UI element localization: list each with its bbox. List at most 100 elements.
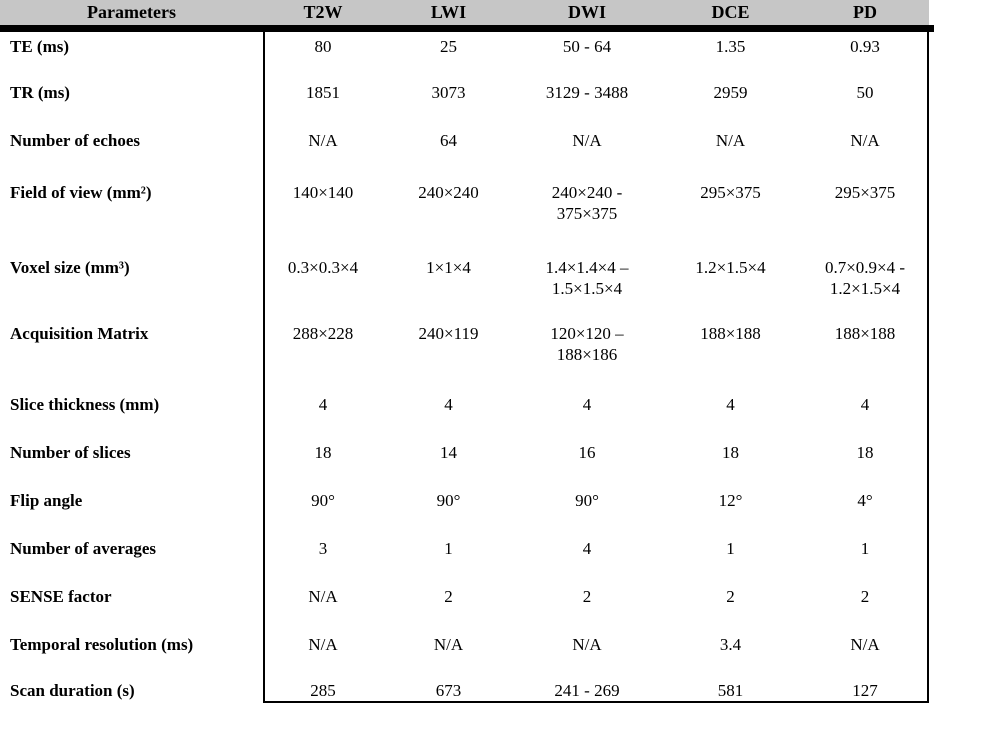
table-row-number-of-echoes: Number of echoes N/A 64 N/A N/A N/A	[0, 126, 929, 174]
table-cell: 140×140	[292, 183, 354, 202]
table-cell: 188×188	[700, 324, 761, 343]
table-cell: N/A	[715, 131, 746, 150]
table-cell: 240×240	[418, 183, 479, 202]
row-label: Flip angle	[10, 491, 83, 510]
table-cell: 285	[310, 681, 336, 700]
table-cell: 241 - 269	[554, 681, 620, 700]
table-cell: 240×119	[418, 324, 479, 343]
table-cell: 18	[722, 443, 739, 462]
table-cell: 1.35	[715, 37, 746, 56]
table-cell: 0.7×0.9×4 - 1.2×1.5×4	[824, 258, 906, 298]
table-cell: 25	[440, 37, 457, 56]
table-cell: 16	[578, 443, 596, 462]
table-cell: N/A	[308, 587, 338, 606]
table-row-scan-duration: Scan duration (s) 285 673 241 - 269 581 …	[0, 678, 929, 703]
table-cell: 2	[582, 587, 592, 606]
table-cell: N/A	[850, 131, 880, 150]
row-label: Temporal resolution (ms)	[10, 635, 194, 654]
table-cell: 0.93	[850, 37, 880, 56]
table-cell: 2	[726, 587, 735, 606]
row-label: TE (ms)	[10, 37, 70, 56]
table-cell: 3	[318, 539, 328, 558]
table-cell: 1.2×1.5×4	[695, 258, 766, 277]
table-cell: 240×240 - 375×375	[551, 183, 623, 223]
table-cell: N/A	[850, 635, 880, 654]
table-cell: 1	[726, 539, 735, 558]
table-body: TE (ms) 80 25 50 - 64 1.35 0.93 TR (ms) …	[0, 32, 929, 703]
table-cell: 2	[444, 587, 453, 606]
mri-parameters-table: Parameters T2W LWI DWI DCE PD TE (ms) 80…	[0, 0, 934, 703]
table-header-row: Parameters T2W LWI DWI DCE PD	[0, 0, 929, 25]
table-cell: 80	[314, 37, 332, 56]
row-label: Acquisition Matrix	[10, 324, 149, 343]
table-cell: 1851	[306, 83, 340, 102]
table-cell: 288×228	[292, 324, 354, 343]
table-cell: 90°	[311, 491, 335, 510]
row-label: Number of echoes	[10, 131, 140, 150]
table-cell: 50 - 64	[562, 37, 612, 56]
table-cell: 14	[440, 443, 457, 462]
table-cell: 4	[444, 395, 453, 414]
table-cell: 4	[318, 395, 328, 414]
table-cell: 4°	[857, 491, 873, 510]
row-label: Scan duration (s)	[10, 681, 135, 700]
table-cell: 3129 - 3488	[545, 83, 629, 102]
header-col-t2w: T2W	[303, 2, 343, 22]
table-row-slice-thickness: Slice thickness (mm) 4 4 4 4 4	[0, 390, 929, 438]
table-cell: 3073	[431, 83, 466, 102]
table-cell: 2	[860, 587, 870, 606]
header-col-pd: PD	[853, 2, 877, 22]
header-divider-rule	[0, 25, 934, 32]
table-cell: N/A	[572, 131, 602, 150]
table-row-number-of-slices: Number of slices 18 14 16 18 18	[0, 438, 929, 486]
table-cell: 18	[314, 443, 332, 462]
table-cell: 1.4×1.4×4 – 1.5×1.5×4	[545, 258, 629, 298]
table-row-flip-angle: Flip angle 90° 90° 90° 12° 4°	[0, 486, 929, 534]
header-col-lwi: LWI	[430, 2, 467, 22]
table-cell: 188×188	[834, 324, 896, 343]
table-cell: 4	[582, 539, 592, 558]
table-row-number-of-averages: Number of averages 3 1 4 1 1	[0, 534, 929, 582]
table-cell: 64	[440, 131, 457, 150]
table-cell: 18	[856, 443, 874, 462]
table-cell: 4	[582, 395, 592, 414]
table-cell: 0.3×0.3×4	[287, 258, 359, 277]
table-cell: 295×375	[834, 183, 896, 202]
header-col-dwi: DWI	[567, 2, 606, 22]
row-label: Number of averages	[10, 539, 157, 558]
table-cell: N/A	[433, 635, 464, 654]
table-cell: 4	[726, 395, 735, 414]
table-cell: 120×120 – 188×186	[550, 324, 624, 364]
table-cell: N/A	[308, 635, 338, 654]
table-row-te: TE (ms) 80 25 50 - 64 1.35 0.93	[0, 32, 929, 78]
table-cell: 581	[717, 681, 744, 700]
table-cell: 90°	[575, 491, 599, 510]
table-cell: 12°	[718, 491, 743, 510]
table-cell: 673	[435, 681, 462, 700]
table-cell: N/A	[572, 635, 602, 654]
table-cell: 127	[852, 681, 878, 700]
row-label: Number of slices	[10, 443, 131, 462]
table-row-temporal-resolution: Temporal resolution (ms) N/A N/A N/A 3.4…	[0, 630, 929, 678]
table-cell: 4	[860, 395, 870, 414]
row-label: Voxel size (mm³)	[10, 258, 130, 277]
table-cell: 50	[856, 83, 874, 102]
table-cell: 1×1×4	[426, 258, 471, 277]
header-col-dce: DCE	[711, 2, 750, 22]
table-row-voxel-size: Voxel size (mm³) 0.3×0.3×4 1×1×4 1.4×1.4…	[0, 252, 929, 322]
row-label: Slice thickness (mm)	[10, 395, 160, 414]
table-cell: 2959	[713, 83, 748, 102]
table-cell: 90°	[436, 491, 461, 510]
table-cell: N/A	[308, 131, 338, 150]
row-label: Field of view (mm²)	[10, 183, 152, 202]
table-row-tr: TR (ms) 1851 3073 3129 - 3488 2959 50	[0, 78, 929, 126]
table-cell: 295×375	[700, 183, 761, 202]
table-cell: 3.4	[719, 635, 742, 654]
row-label: SENSE factor	[10, 587, 112, 606]
table-row-acquisition-matrix: Acquisition Matrix 288×228 240×119 120×1…	[0, 322, 929, 390]
row-label: TR (ms)	[10, 83, 70, 102]
table-cell: 1	[444, 539, 453, 558]
table-row-field-of-view: Field of view (mm²) 140×140 240×240 240×…	[0, 174, 929, 252]
table-cell: 1	[860, 539, 870, 558]
